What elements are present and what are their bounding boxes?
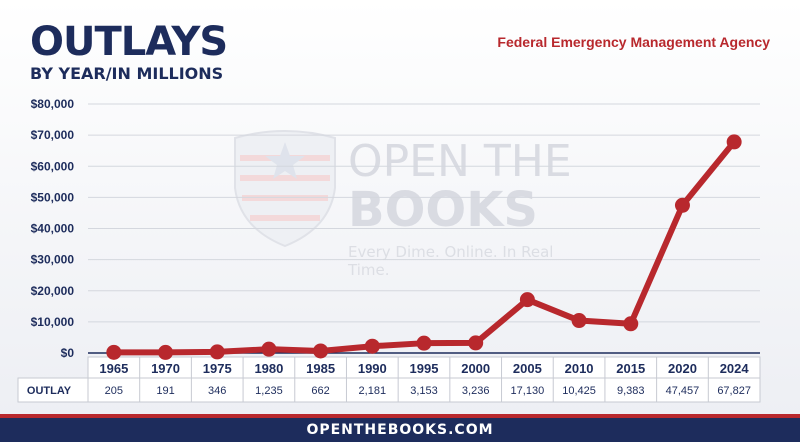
data-label: 9,383: [617, 385, 645, 397]
x-tick-label: 1965: [99, 361, 128, 376]
x-tick-label: 2000: [461, 361, 490, 376]
y-tick-label: $60,000: [31, 159, 75, 173]
data-label: 17,130: [511, 385, 545, 397]
data-point: [158, 344, 174, 360]
data-point: [416, 335, 432, 351]
y-tick-label: $20,000: [31, 284, 75, 298]
x-tick-label: 2024: [720, 361, 750, 376]
y-tick-label: $70,000: [31, 128, 75, 142]
x-tick-label: 1985: [306, 361, 335, 376]
page-subtitle: BY YEAR/IN MILLIONS: [30, 64, 224, 83]
data-point: [468, 335, 484, 351]
data-point: [519, 292, 535, 308]
x-tick-label: 1990: [358, 361, 387, 376]
y-tick-label: $30,000: [31, 253, 75, 267]
x-tick-label: 2020: [668, 361, 697, 376]
data-label: 2,181: [359, 385, 387, 397]
data-point: [364, 338, 380, 354]
x-tick-label: 1975: [203, 361, 232, 376]
series-line-outlays: [110, 138, 738, 356]
data-point: [313, 343, 329, 359]
x-tick-label: 1980: [254, 361, 283, 376]
x-tick-label: 2010: [565, 361, 594, 376]
data-label: 662: [311, 385, 329, 397]
y-tick-label: $0: [61, 346, 75, 360]
y-tick-label: $10,000: [31, 315, 75, 329]
data-point: [571, 313, 587, 329]
footer-url[interactable]: OPENTHEBOOKS.COM: [306, 422, 494, 438]
data-label: 3,236: [462, 385, 490, 397]
data-label: 346: [208, 385, 226, 397]
y-tick-label: $40,000: [31, 222, 75, 236]
x-tick-label: 2005: [513, 361, 542, 376]
data-label: 1,235: [255, 385, 283, 397]
data-label: 205: [105, 385, 123, 397]
outlay-row: [17, 377, 761, 403]
data-label: 10,425: [562, 385, 596, 397]
y-tick-label: $80,000: [31, 97, 75, 111]
data-point: [623, 316, 639, 332]
agency-name: Federal Emergency Management Agency: [497, 34, 770, 50]
data-label: 67,827: [717, 385, 751, 397]
data-label: 3,153: [410, 385, 438, 397]
data-point: [106, 344, 122, 360]
footer-bar: OPENTHEBOOKS.COM: [0, 414, 800, 442]
data-point: [674, 197, 690, 213]
outlays-line-chart: $0 $10,000 $20,000 $30,000 $40,000 $50,000 $60…: [17, 97, 761, 403]
data-label: 191: [156, 385, 174, 397]
y-tick-label: $50,000: [31, 190, 75, 204]
data-point: [726, 134, 742, 150]
data-label: 47,457: [666, 385, 700, 397]
page-title: OUTLAYS: [30, 19, 228, 65]
table-row-label: OUTLAY: [27, 385, 72, 397]
x-tick-label: 1995: [410, 361, 439, 376]
data-point: [261, 341, 277, 357]
x-tick-label: 1970: [151, 361, 180, 376]
x-tick-label: 2015: [616, 361, 645, 376]
data-point: [209, 344, 225, 360]
